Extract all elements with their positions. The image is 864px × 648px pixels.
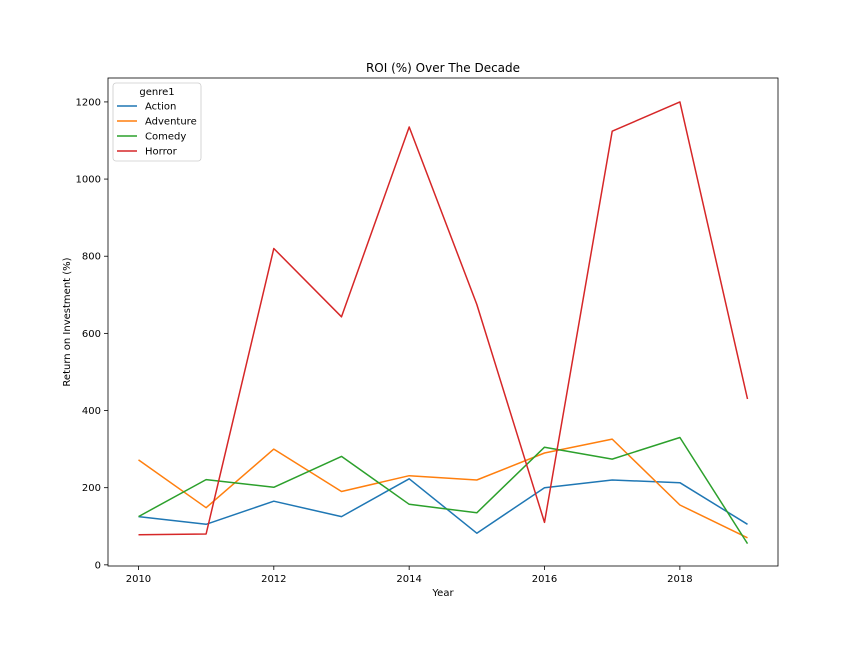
x-tick-label: 2012 (261, 574, 286, 585)
legend: genre1 Action Adventure Comedy Horror (112, 82, 202, 162)
y-tick-label: 800 (82, 252, 101, 263)
chart-title: ROI (%) Over The Decade (366, 61, 520, 75)
legend-label-horror: Horror (145, 147, 178, 158)
x-tick-label: 2016 (532, 574, 557, 585)
y-tick-label: 1000 (76, 175, 101, 186)
y-axis-title: Return on Investment (%) (62, 257, 73, 386)
x-tick-label: 2018 (667, 574, 692, 585)
series-line-adventure (138, 438, 748, 539)
x-tick-label: 2010 (126, 574, 151, 585)
legend-items: Action Adventure Comedy Horror (117, 102, 197, 158)
series-lines (138, 101, 749, 545)
legend-label-adventure: Adventure (145, 117, 197, 128)
legend-label-action: Action (145, 102, 176, 113)
legend-label-comedy: Comedy (145, 132, 186, 143)
y-tick-label: 200 (82, 483, 101, 494)
y-tick-label: 1200 (76, 97, 101, 108)
plot-frame (107, 77, 779, 567)
y-tick-label: 400 (82, 406, 101, 417)
y-axis: 0 200 400 600 800 1000 1200 (76, 97, 108, 571)
x-axis-title: Year (431, 588, 454, 599)
series-line-action (138, 478, 748, 534)
series-line-comedy (138, 436, 749, 545)
x-tick-label: 2014 (396, 574, 421, 585)
legend-box (112, 82, 202, 162)
y-tick-label: 0 (95, 560, 101, 571)
legend-title: genre1 (139, 87, 174, 98)
x-axis: 2010 2012 2014 2016 2018 (126, 566, 693, 585)
plot-area: 2010 2012 2014 2016 2018 0 200 400 600 800 1000 12… (76, 77, 779, 585)
series-line-horror (138, 101, 749, 536)
y-tick-label: 600 (82, 329, 101, 340)
